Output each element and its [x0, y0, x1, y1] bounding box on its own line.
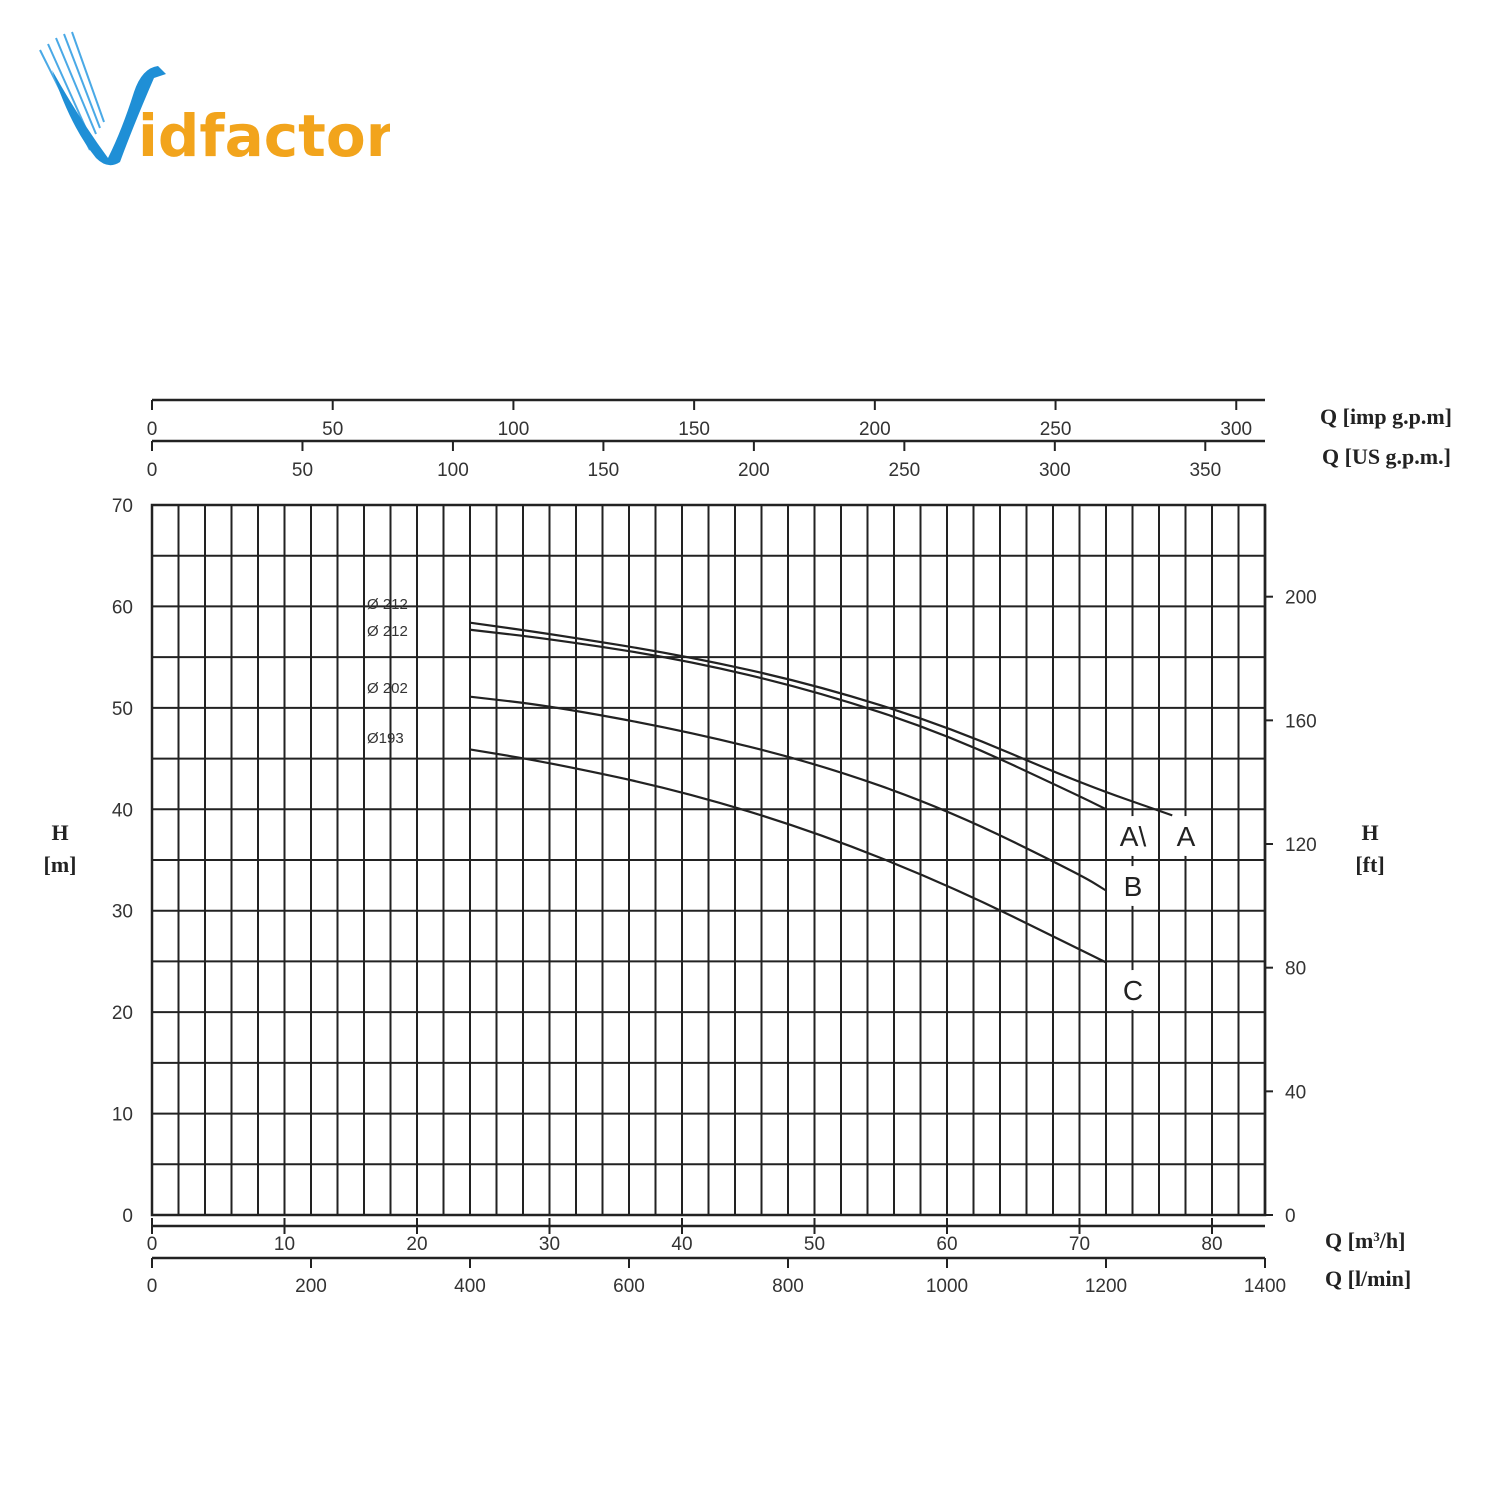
series-name-label: Ø 202 [367, 680, 408, 697]
x-tick-label-m3h: 80 [1201, 1234, 1222, 1255]
x-tick-label-m3h: 20 [406, 1234, 427, 1255]
x-tick-label-us-gpm: 350 [1189, 460, 1221, 481]
x-tick-label-lmin: 1200 [1085, 1276, 1127, 1297]
logo-text-main: idfactor [138, 102, 390, 170]
x-tick-label-us-gpm: 50 [292, 460, 313, 481]
series-end-label: C [1123, 975, 1143, 1006]
x-tick-label-us-gpm: 150 [588, 460, 620, 481]
end-label-background [1113, 970, 1153, 1010]
x-tick-label-lmin: 200 [295, 1276, 327, 1297]
y-tick-label-ft: 40 [1285, 1082, 1306, 1103]
chart-grid [150, 503, 1267, 1217]
x-tick-label-us-gpm: 250 [889, 460, 921, 481]
y-tick-label-m: 10 [112, 1105, 133, 1126]
y-axis-label-left-symbol: H [51, 820, 68, 845]
x-tick-label-us-gpm: 0 [147, 460, 158, 481]
x-tick-label-imp-gpm: 200 [859, 419, 891, 440]
x-axis-label-lmin: Q [l/min] [1325, 1266, 1411, 1291]
series-line [469, 621, 1173, 817]
y-tick-label-m: 70 [112, 496, 133, 517]
x-tick-label-m3h: 70 [1069, 1234, 1090, 1255]
x-tick-label-lmin: 600 [613, 1276, 645, 1297]
x-tick-label-lmin: 1400 [1244, 1276, 1286, 1297]
x-tick-label-imp-gpm: 50 [322, 419, 343, 440]
y-tick-label-ft: 0 [1285, 1206, 1296, 1227]
x-tick-label-lmin: 800 [772, 1276, 804, 1297]
x-tick-label-imp-gpm: 150 [678, 419, 710, 440]
end-label-background [1166, 816, 1206, 856]
y-tick-label-m: 0 [122, 1206, 133, 1227]
x-tick-label-m3h: 10 [274, 1234, 295, 1255]
x-tick-label-imp-gpm: 250 [1040, 419, 1072, 440]
x-tick-label-imp-gpm: 300 [1220, 419, 1252, 440]
x-tick-label-lmin: 0 [147, 1276, 158, 1297]
y-tick-label-m: 40 [112, 800, 133, 821]
y-tick-label-ft: 160 [1285, 711, 1317, 732]
vidfactor-logo: idfactor [39, 31, 390, 170]
series-name-label: Ø193 [367, 730, 404, 747]
x-tick-label-lmin: 400 [454, 1276, 486, 1297]
y-tick-label-m: 50 [112, 699, 133, 720]
x-tick-label-imp-gpm: 0 [147, 419, 158, 440]
series-line [469, 628, 1107, 811]
x-axis-label-imp-gpm: Q [imp g.p.m] [1320, 404, 1452, 429]
chart-series [469, 621, 1173, 964]
x-tick-label-us-gpm: 100 [437, 460, 469, 481]
x-tick-label-m3h: 30 [539, 1234, 560, 1255]
y-tick-label-m: 30 [112, 902, 133, 923]
series-name-label: Ø 212 [367, 596, 408, 613]
series-name-label: Ø 212 [367, 623, 408, 640]
series-end-label: B [1124, 871, 1143, 902]
y-tick-label-ft: 200 [1285, 588, 1317, 609]
x-tick-label-imp-gpm: 100 [498, 419, 530, 440]
y-axis-label-right-unit: [ft] [1355, 852, 1384, 877]
x-tick-label-m3h: 0 [147, 1234, 158, 1255]
y-tick-label-ft: 80 [1285, 959, 1306, 980]
y-axis-label-right-symbol: H [1361, 820, 1378, 845]
x-tick-label-lmin: 1000 [926, 1276, 968, 1297]
x-tick-label-m3h: 40 [671, 1234, 692, 1255]
x-tick-label-us-gpm: 300 [1039, 460, 1071, 481]
x-axis-label-us-gpm: Q [US g.p.m.] [1322, 444, 1451, 469]
x-tick-label-m3h: 50 [804, 1234, 825, 1255]
x-axis-label-m3h: Q [m3/h] [1325, 1228, 1405, 1253]
logo-v-shape [52, 66, 166, 166]
series-line [469, 695, 1107, 892]
series-end-label: A [1177, 821, 1196, 852]
series-line [469, 748, 1107, 964]
x-tick-label-m3h: 60 [936, 1234, 957, 1255]
y-tick-label-ft: 120 [1285, 835, 1317, 856]
chart-labels: Ø 212 A Ø 212 A\ Ø 202 B Ø193 C [367, 596, 1206, 1010]
y-axis-label-left-unit: [m] [44, 852, 77, 877]
series-end-label: A\ [1120, 821, 1147, 852]
y-tick-label-m: 60 [112, 597, 133, 618]
end-label-background [1113, 816, 1153, 856]
x-tick-label-us-gpm: 200 [738, 460, 770, 481]
y-tick-label-m: 20 [112, 1003, 133, 1024]
end-label-background [1113, 866, 1153, 906]
